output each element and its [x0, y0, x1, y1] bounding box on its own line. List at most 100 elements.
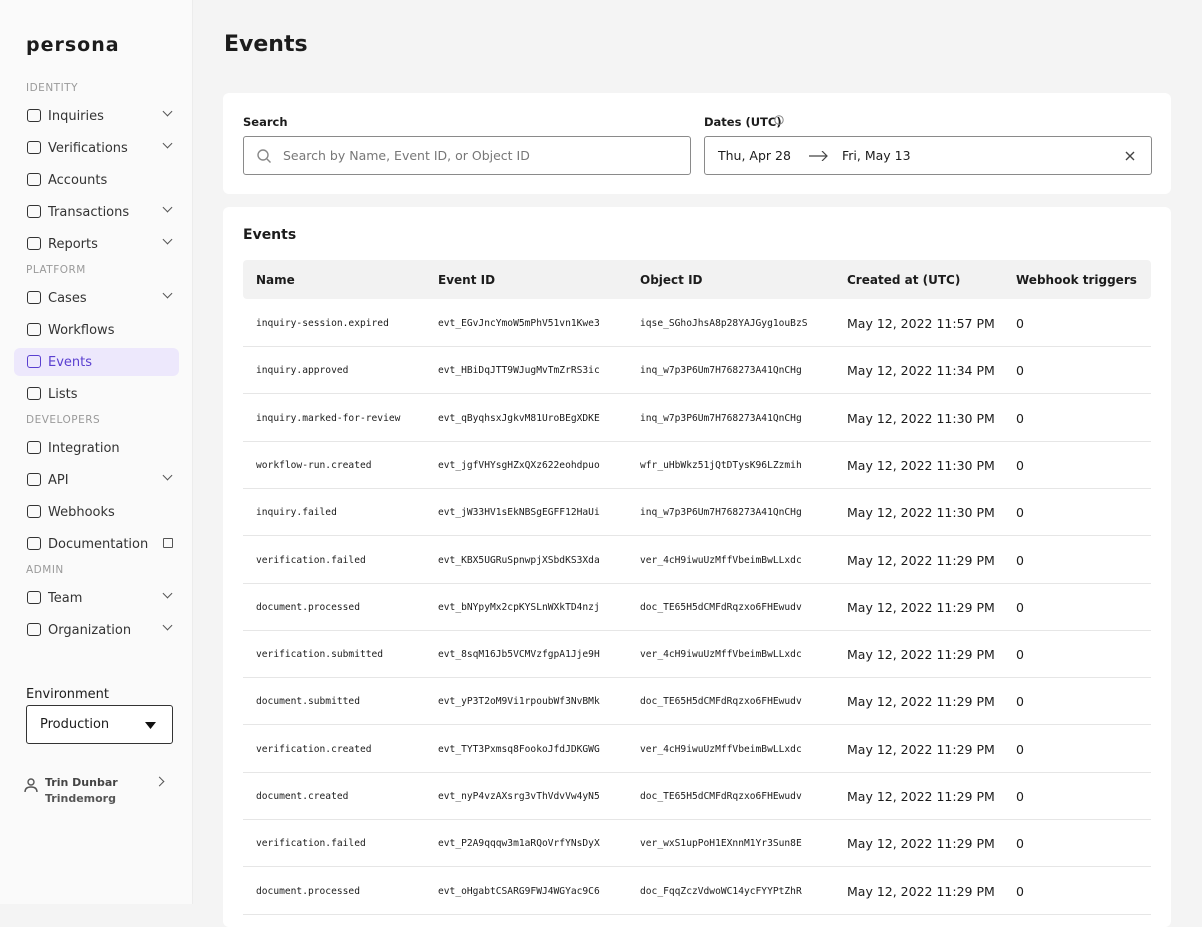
table-row[interactable]: workflow-run.created evt_jgfVHYsgHZxQXz62… — [243, 442, 1151, 489]
section-title: ADMIN — [26, 564, 64, 576]
table-cell: 0 — [1016, 741, 1024, 757]
table-cell: iqse_SGhoJhsA8p28YAJGyg1ouBzS — [640, 318, 808, 329]
table-cell: ver_4cH9iwuUzMffVbeimBwLLxdc — [640, 554, 802, 566]
arrow — [809, 151, 828, 161]
table-cell: May 12, 2022 11:34 PM — [847, 363, 995, 379]
chevron — [162, 620, 173, 631]
table-row[interactable]: verification.created evt_TYT3Pxmsq8FookoJ… — [243, 726, 1151, 773]
chevron — [162, 234, 173, 245]
search-input[interactable]: Search by Name, Event ID, or Object ID — [243, 136, 691, 175]
nav-icon — [27, 387, 41, 400]
table-row[interactable]: inquiry.approved evt_HBiDqJTT9WJugMvTmZrR… — [243, 347, 1151, 395]
table-cell: 0 — [1016, 647, 1024, 663]
nav-icon — [27, 623, 41, 636]
table-row[interactable]: verification.failed evt_KBX5UGRuSpnwpjXSb… — [243, 537, 1151, 584]
table-cell: doc_TE65H5dCMFdRqzxo6FHEwudv — [640, 601, 802, 613]
table-cell: document.created — [256, 791, 349, 802]
column-header[interactable]: Event ID — [438, 272, 496, 287]
nav-item[interactable]: Team — [14, 584, 179, 612]
nav-item[interactable]: Inquiries — [14, 102, 179, 130]
table-row[interactable]: document.submitted evt_yP3T2oM9Vi1rpoubWf… — [243, 678, 1151, 726]
table-cell: document.processed — [256, 601, 360, 613]
table-cell: workflow-run.created — [256, 459, 372, 471]
table-cell: document.submitted — [256, 696, 360, 708]
column-header[interactable]: Name — [256, 272, 295, 287]
nav-item[interactable]: Webhooks — [14, 498, 179, 526]
nav-item[interactable]: Accounts — [14, 166, 179, 194]
table-cell: verification.submitted — [256, 649, 384, 661]
chevron — [162, 202, 173, 213]
table-row[interactable]: verification.submitted evt_8sqM16Jb5VCMVz… — [243, 631, 1151, 679]
table-cell: May 12, 2022 11:29 PM — [847, 836, 995, 852]
table-title: Events — [243, 227, 297, 243]
logo[interactable]: persona — [26, 34, 120, 56]
table-cell: verification.failed — [256, 838, 366, 850]
nav-icon — [27, 473, 41, 486]
table-row[interactable]: inquiry-session.expired evt_EGvJncYmoW5mP… — [243, 300, 1151, 347]
table-row[interactable]: document.processed evt_oHgabtCSARG9FWJ4WG… — [243, 868, 1151, 915]
nav-item[interactable]: Reports — [14, 230, 179, 258]
table-row[interactable]: inquiry.failed evt_jW33HV1sEkNBSgEGFF12Ha… — [243, 489, 1151, 537]
nav-item[interactable]: Workflows — [14, 316, 179, 344]
nav-icon — [27, 323, 41, 336]
date-range[interactable]: Thu, Apr 28 Fri, May 13 — [704, 136, 1152, 175]
table-cell: evt_nyP4vzAXsrg3vThVdvVw4yN5 — [438, 791, 600, 802]
nav-item[interactable]: Transactions — [14, 198, 179, 226]
nav-icon — [27, 141, 41, 154]
nav-label: Reports — [48, 236, 98, 252]
nav-item[interactable]: API — [14, 466, 179, 494]
nav-item[interactable]: Organization — [14, 616, 179, 644]
table-row[interactable]: document.processed evt_bNYpyMx2cpKYSLnWXk… — [243, 584, 1151, 631]
table-row[interactable]: verification.failed evt_P2A9qqqw3m1aRQoVr… — [243, 820, 1151, 868]
table-cell: 0 — [1016, 505, 1024, 521]
table-cell: evt_oHgabtCSARG9FWJ4WGYac9C6 — [438, 885, 600, 897]
table-cell: evt_qByqhsxJgkvM81UroBEgXDKE — [438, 412, 600, 424]
column-header[interactable]: Created at (UTC) — [847, 272, 961, 287]
column-header[interactable]: Webhook triggers — [1016, 272, 1137, 287]
nav-item[interactable]: Events — [14, 348, 179, 376]
table-cell: ver_4cH9iwuUzMffVbeimBwLLxdc — [640, 743, 802, 755]
nav-item[interactable]: Integration — [14, 434, 179, 462]
nav-icon — [27, 205, 41, 218]
org-name: Trindemorg — [45, 792, 116, 805]
nav-item[interactable]: Verifications — [14, 134, 179, 162]
table-cell: May 12, 2022 11:30 PM — [847, 410, 995, 426]
clear-icon[interactable] — [1125, 151, 1135, 161]
sidebar: persona IDENTITY Inquiries Verifications Ac… — [0, 0, 193, 904]
table-cell: inq_w7p3P6Um7H768273A41QnCHg — [640, 365, 802, 377]
table-cell: ver_4cH9iwuUzMffVbeimBwLLxdc — [640, 649, 802, 661]
table-row[interactable]: inquiry.marked-for-review evt_qByqhsxJgkv… — [243, 395, 1151, 442]
user-chevron[interactable] — [154, 776, 165, 787]
table-cell: inq_w7p3P6Um7H768273A41QnCHg — [640, 412, 802, 424]
table-cell: evt_KBX5UGRuSpnwpjXSbdKS3Xda — [438, 554, 600, 566]
nav-item[interactable]: Documentation — [14, 530, 179, 558]
table-cell: wfr_uHbWkz51jQtDTysK96LZzmih — [640, 459, 802, 471]
nav-item[interactable]: Cases — [14, 284, 179, 312]
table-cell: May 12, 2022 11:29 PM — [847, 883, 995, 899]
search-icon — [257, 149, 271, 163]
help-icon[interactable] — [774, 115, 784, 125]
table-cell: evt_P2A9qqqw3m1aRQoVrfYNsDyX — [438, 838, 600, 850]
chevron — [162, 288, 173, 299]
external-icon — [163, 538, 173, 548]
table-cell: 0 — [1016, 457, 1024, 473]
column-header[interactable]: Object ID — [640, 272, 703, 287]
nav-item[interactable]: Lists — [14, 380, 179, 408]
nav-label: Verifications — [48, 140, 128, 156]
table-cell: May 12, 2022 11:30 PM — [847, 457, 995, 473]
table-cell: ver_wxS1upPoH1EXnnM1Yr3Sun8E — [640, 838, 802, 850]
nav-label: Accounts — [48, 172, 108, 188]
nav-label: Documentation — [48, 536, 149, 552]
table-cell: 0 — [1016, 836, 1024, 852]
search-placeholder: Search by Name, Event ID, or Object ID — [283, 148, 530, 163]
user-name[interactable]: Trin Dunbar — [45, 776, 118, 789]
table-row[interactable]: document.created evt_nyP4vzAXsrg3vThVdvVw… — [243, 773, 1151, 820]
nav-icon — [27, 109, 41, 122]
table-cell: inquiry-session.expired — [256, 318, 389, 329]
nav-label: Webhooks — [48, 504, 115, 520]
table-cell: doc_TE65H5dCMFdRqzxo6FHEwudv — [640, 696, 802, 708]
filter-card: Search Search by Name, Event ID, or Obje… — [223, 93, 1171, 194]
date-to: Fri, May 13 — [842, 148, 911, 163]
environment-select[interactable]: Production — [26, 705, 173, 744]
table-cell: document.processed — [256, 885, 360, 897]
